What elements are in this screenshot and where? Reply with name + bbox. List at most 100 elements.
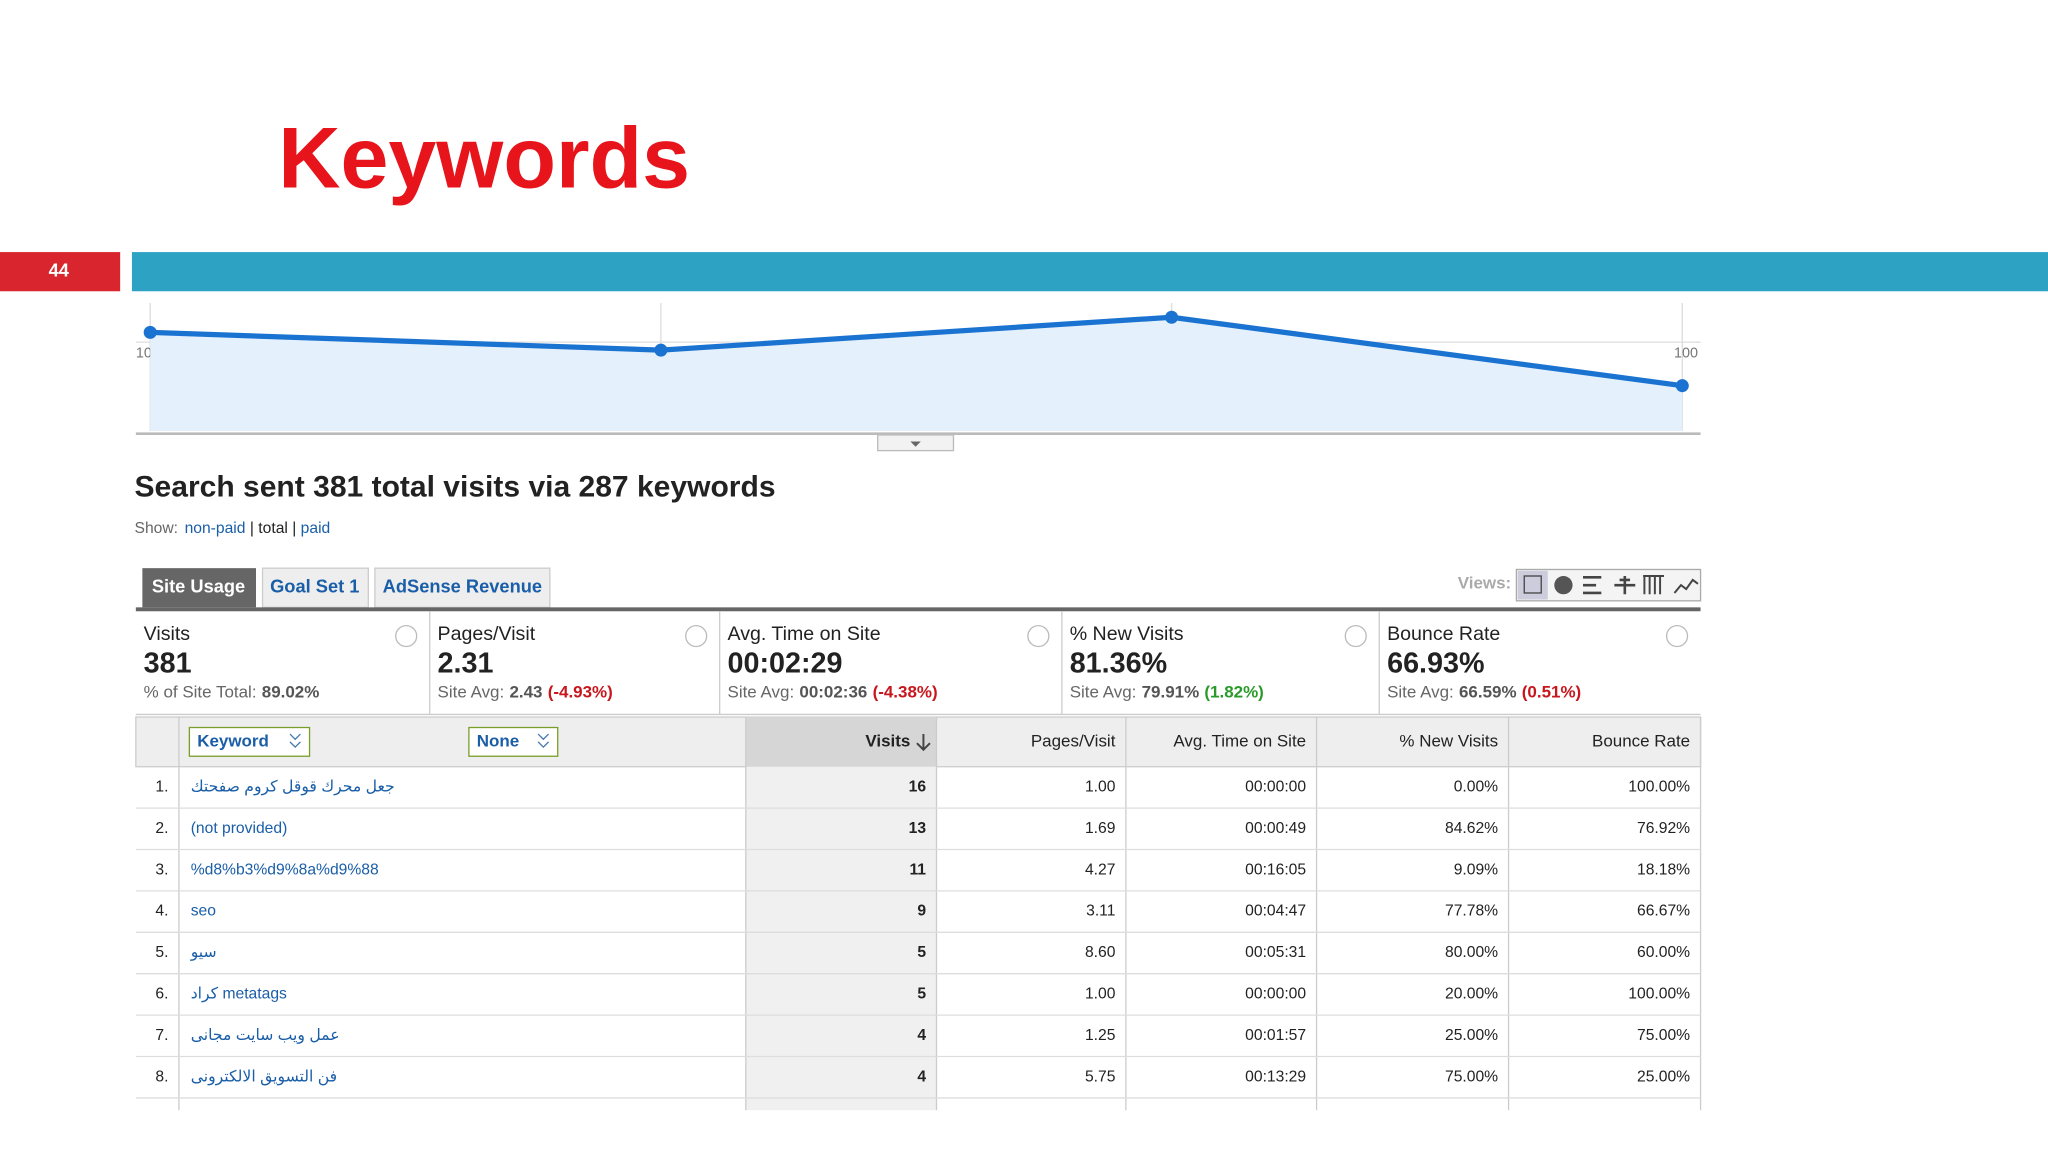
table-cell: 00:04:47	[1245, 903, 1306, 920]
keyword-link[interactable]: %d8%b3%d9%8a%d9%88	[191, 861, 379, 878]
show-option[interactable]: non-paid	[185, 520, 246, 537]
metric-sub: Site Avg: 66.59% (0.51%)	[1387, 683, 1581, 702]
table-cell: 3.11	[1086, 903, 1115, 920]
table-cell: 20.00%	[1445, 986, 1498, 1003]
keyword-link[interactable]: جعل محرك قوقل كروم صفحتك	[191, 779, 395, 797]
help-icon[interactable]	[685, 624, 708, 648]
table-cell: 00:05:31	[1245, 944, 1306, 961]
help-icon[interactable]	[1665, 624, 1689, 648]
tab-label: Goal Set 1	[270, 576, 359, 597]
table-cell: 66.67%	[1637, 903, 1690, 920]
help-icon[interactable]	[1027, 624, 1050, 648]
view-compare[interactable]	[1614, 576, 1636, 595]
metric-value: 381	[144, 647, 192, 679]
slide-title: Keywords	[278, 110, 690, 206]
show-label: Show:	[135, 520, 179, 537]
table-cell: 16	[909, 779, 927, 796]
point	[654, 343, 668, 357]
data-table: Keyword None Visits Pages/Visit Avg. Time on…	[135, 716, 1702, 1111]
metric-value: 81.36%	[1070, 647, 1167, 679]
view-pivot[interactable]	[1643, 575, 1664, 595]
dimension-label: None	[477, 731, 519, 750]
metric-sub-value: 2.43	[509, 683, 542, 702]
metric-sub-value: 79.91%	[1142, 683, 1200, 702]
table-cell: 100.00%	[1628, 779, 1690, 796]
point	[143, 325, 157, 339]
area	[150, 317, 1683, 432]
tab-active[interactable]	[142, 568, 256, 608]
keyword-link[interactable]: فن التسويق الالكترونى	[191, 1068, 337, 1086]
row-number: 3.	[155, 861, 168, 878]
show-option[interactable]: total	[258, 520, 288, 537]
keyword-link[interactable]: (not provided)	[191, 820, 288, 837]
table-cell: 1.00	[1085, 986, 1116, 1003]
tab[interactable]	[261, 567, 369, 608]
table-cell: 25.00%	[1445, 1027, 1498, 1044]
view-bar[interactable]	[1583, 576, 1602, 595]
metric-sub-label: Site Avg:	[438, 683, 505, 702]
metric-sub: % of Site Total: 89.02%	[144, 683, 320, 702]
point	[1675, 379, 1689, 393]
dimension-button[interactable]	[188, 726, 311, 757]
dropdown-icon	[289, 733, 301, 749]
column-header[interactable]: Bounce Rate	[1592, 731, 1690, 750]
column-header[interactable]: Avg. Time on Site	[1173, 731, 1306, 750]
table-cell: 5.75	[1085, 1068, 1116, 1085]
sorted-col-cells	[745, 766, 937, 1111]
table-cell: 76.92%	[1637, 820, 1690, 837]
column-header[interactable]: % New Visits	[1399, 731, 1498, 750]
table-cell: 4.27	[1085, 861, 1115, 878]
header-bar	[131, 252, 2048, 292]
metric-label: Pages/Visit	[438, 623, 536, 645]
table-cell: 13	[909, 820, 927, 837]
table-cell: 1.25	[1085, 1027, 1116, 1044]
metric-sub-label: Site Avg:	[1070, 683, 1137, 702]
table-cell: 5	[917, 986, 926, 1003]
table-cell: 00:00:00	[1245, 779, 1306, 796]
table-cell: 9.09%	[1454, 861, 1498, 878]
view-motion[interactable]	[1673, 578, 1699, 594]
number-box	[0, 252, 121, 292]
toggle-arrow	[910, 441, 921, 447]
show-line: Show: non-paid | total | paid	[135, 520, 331, 537]
metric-label: Avg. Time on Site	[728, 623, 881, 645]
metric-change: (1.82%)	[1204, 683, 1263, 702]
row-number: 5.	[155, 944, 168, 961]
metric-sub-label: % of Site Total:	[144, 683, 257, 702]
sort-arrow	[916, 734, 931, 752]
metric-value: 00:02:29	[728, 647, 843, 679]
y2-tick-label: 100	[1674, 346, 1698, 362]
views-label: Views:	[1458, 573, 1511, 592]
view-table[interactable]	[1517, 570, 1548, 600]
dimension-button[interactable]	[468, 726, 559, 757]
table-cell: 77.78%	[1445, 903, 1498, 920]
table-cell: 80.00%	[1445, 944, 1498, 961]
table-cell: 00:00:49	[1245, 820, 1306, 837]
row-number: 8.	[155, 1068, 168, 1085]
tab[interactable]	[374, 567, 551, 608]
tab-label: AdSense Revenue	[383, 576, 542, 597]
view-pie[interactable]	[1554, 576, 1573, 595]
table-cell: 100.00%	[1628, 986, 1690, 1003]
table-cell: 1.69	[1085, 820, 1115, 837]
table-cell: 84.62%	[1445, 820, 1498, 837]
keyword-link[interactable]: عمل ويب سايت مجانى	[191, 1027, 340, 1045]
metric-value: 66.93%	[1387, 647, 1484, 679]
metric-sub: Site Avg: 2.43 (-4.93%)	[438, 683, 613, 702]
keyword-link[interactable]: seo	[191, 903, 217, 920]
column-header[interactable]: Pages/Visit	[1031, 731, 1116, 750]
metric-sub-value: 89.02%	[262, 683, 320, 702]
column-header[interactable]: Visits	[865, 731, 910, 750]
help-icon[interactable]	[1344, 624, 1367, 648]
row-number: 6.	[155, 986, 168, 1003]
row-number: 2.	[155, 820, 168, 837]
keyword-link[interactable]: سيو	[190, 944, 217, 962]
metric-label: % New Visits	[1070, 623, 1184, 645]
metric-sub-label: Site Avg:	[728, 683, 795, 702]
help-icon[interactable]	[395, 624, 418, 648]
row-number: 4.	[155, 903, 168, 920]
keyword-link[interactable]: كراد metatags	[191, 986, 287, 1004]
show-option[interactable]: paid	[301, 520, 331, 537]
row-number: 7.	[155, 1027, 168, 1044]
